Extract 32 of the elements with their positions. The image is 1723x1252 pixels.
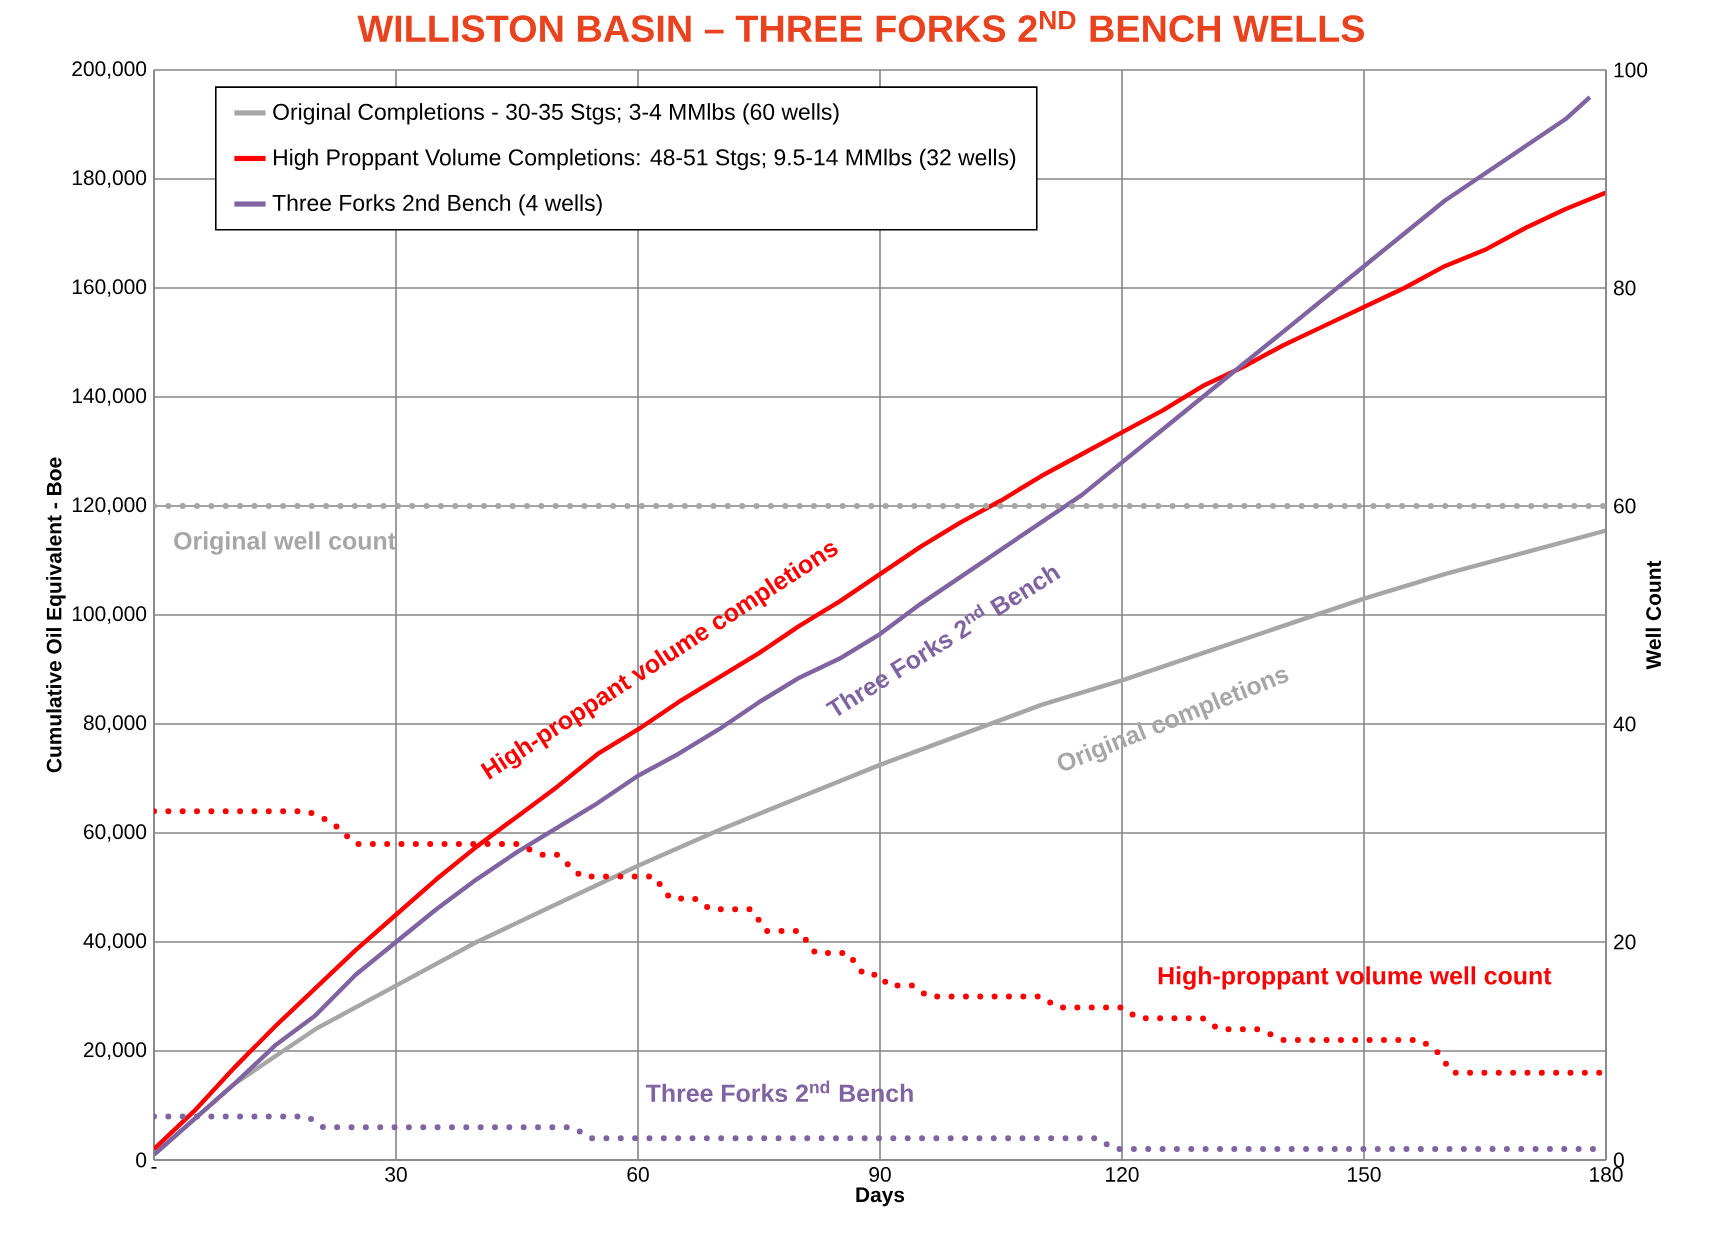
chart-title: WILLISTON BASIN – THREE FORKS 2$^{ND}$ BENCH WELLS xyxy=(357,11,1365,43)
y2-tick-label: 40 xyxy=(1613,716,1636,732)
y-tick-label: 200,000 xyxy=(72,61,147,79)
y2-tick-label: 0 xyxy=(1613,1152,1624,1168)
legend-label: Original Completions - 30-35 Stgs; 3-4 MMlbs (60 wells) xyxy=(273,103,839,125)
x-tick-label: 120 xyxy=(1106,1167,1139,1182)
x-tick-label: 180 xyxy=(1590,1167,1623,1182)
x-tick-label: - xyxy=(151,1167,157,1169)
y-tick-label: 100,000 xyxy=(72,606,147,624)
y2-axis-title: Well Count xyxy=(1645,560,1662,670)
x-tick-label: 90 xyxy=(869,1167,891,1182)
y2-tick-label: 80 xyxy=(1613,280,1636,296)
y-tick-label: 180,000 xyxy=(72,170,147,188)
y2-tick-label: 20 xyxy=(1614,934,1636,950)
legend-label: High Proppant Volume Completions: 48-51 Stgs; 9.5-14 MMlbs (32 wells) xyxy=(274,148,1016,171)
legend-label: Three Forks 2nd Bench (4 wells) xyxy=(272,194,602,216)
y-tick-label: 40,000 xyxy=(83,933,147,951)
y-tick-label: 60,000 xyxy=(84,824,147,842)
y-tick-label: 80,000 xyxy=(83,715,147,733)
series-label: High-proppant volume well count xyxy=(1158,966,1552,990)
x-tick-label: 30 xyxy=(385,1167,407,1182)
x-axis-title: Days xyxy=(856,1187,905,1207)
x-tick-label: 150 xyxy=(1348,1167,1381,1182)
y-tick-label: 120,000 xyxy=(72,497,147,515)
y-tick-label: 0 xyxy=(136,1152,147,1168)
y-tick-label: 160,000 xyxy=(72,279,147,297)
y2-tick-label: 60 xyxy=(1614,498,1636,514)
y-tick-label: 140,000 xyxy=(72,388,147,406)
y2-tick-label: 100 xyxy=(1614,62,1648,78)
x-tick-label: 60 xyxy=(627,1167,649,1182)
y-axis-title: Cumulative Oil Equivalent - Boe xyxy=(46,457,66,773)
y-tick-label: 20,000 xyxy=(84,1042,147,1060)
